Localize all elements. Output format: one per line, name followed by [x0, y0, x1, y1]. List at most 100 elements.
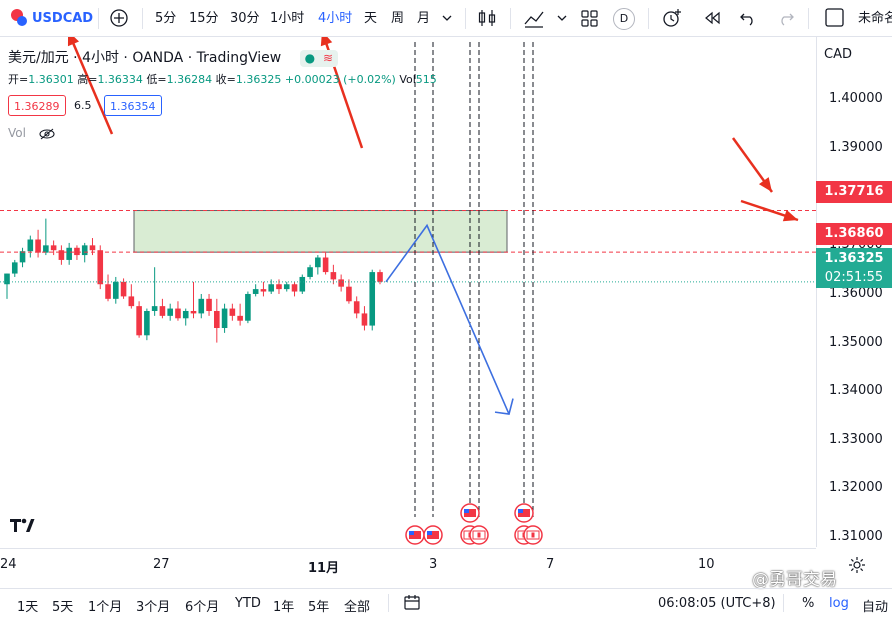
price-tick-label: 1.35000	[829, 334, 883, 350]
range-1m[interactable]: 1个月	[88, 600, 123, 615]
interval-4h[interactable]: 4小时	[318, 11, 353, 26]
replay-icon[interactable]	[702, 0, 722, 37]
candle-body	[291, 284, 298, 292]
ca-flag-leaf-icon	[477, 532, 481, 538]
symbol-button[interactable]: USDCAD	[32, 11, 94, 26]
candle-body	[252, 289, 259, 294]
range-all[interactable]: 全部	[344, 600, 371, 615]
us-flag-canton-icon	[409, 531, 414, 535]
line-price-label: 1.36860	[816, 223, 892, 245]
spread-value: 6.5	[72, 95, 94, 116]
interval-5m[interactable]: 5分	[155, 11, 177, 26]
candle-body	[315, 257, 321, 268]
interval-1h[interactable]: 1小时	[270, 11, 305, 26]
candle-body	[120, 281, 127, 297]
current-price: 1.36325	[824, 251, 884, 266]
watermark-text: @勇哥交易	[752, 570, 837, 590]
us-flag-canton-icon	[427, 531, 432, 535]
candle-body	[237, 315, 243, 321]
candle-body	[136, 306, 142, 336]
candle-body	[377, 272, 383, 282]
time-tick-label: 7	[546, 557, 555, 572]
percent-toggle[interactable]: %	[802, 596, 815, 611]
price-tick-label: 1.39000	[829, 140, 883, 156]
price-tick-label: 1.34000	[829, 383, 883, 399]
toolbar-divider	[648, 8, 649, 29]
settings-gear-icon[interactable]	[848, 556, 866, 578]
redo-icon[interactable]	[776, 0, 796, 37]
tradingview-logo[interactable]	[8, 514, 38, 536]
range-6m[interactable]: 6个月	[185, 600, 220, 615]
chevron-down-icon[interactable]	[441, 0, 453, 37]
bottom-range-bar: 1天 5天 1个月 3个月 6个月 YTD 1年 5年 全部 06:08:05 …	[0, 588, 892, 617]
price-chart[interactable]	[0, 37, 816, 548]
interval-15m[interactable]: 15分	[189, 11, 219, 26]
add-symbol-icon[interactable]	[109, 0, 129, 37]
interval-week[interactable]: 周	[391, 11, 405, 26]
d-badge[interactable]: D	[613, 8, 635, 30]
goto-date-icon[interactable]	[403, 594, 423, 616]
wave-icon: ≋	[322, 50, 334, 65]
log-toggle[interactable]: log	[829, 596, 849, 611]
eye-hidden-icon[interactable]	[38, 126, 56, 140]
current-price-label: 1.36325 02:51:55	[816, 248, 892, 288]
candle-body	[206, 298, 212, 311]
candle-body	[338, 279, 344, 287]
volume-indicator-row: Vol	[8, 126, 56, 140]
candle-body	[299, 276, 306, 292]
toolbar-divider	[142, 8, 143, 29]
layout-grid-icon[interactable]	[580, 0, 600, 37]
range-5d[interactable]: 5天	[52, 600, 74, 615]
annotation-arrow-head	[67, 37, 80, 47]
candle-body	[214, 310, 220, 329]
ca-flag-leaf-icon	[531, 532, 535, 538]
market-status-badge[interactable]: ● ≋	[299, 49, 339, 67]
sell-price-button[interactable]: 1.36289	[8, 95, 66, 116]
annotation-arrow-head	[758, 177, 772, 192]
time-tick-label: 11月	[308, 561, 340, 576]
layout-checkbox-icon[interactable]	[824, 0, 846, 37]
projection-arrowhead	[494, 398, 514, 415]
layout-name[interactable]: 未命名	[858, 11, 892, 26]
range-1y[interactable]: 1年	[273, 600, 295, 615]
range-3m[interactable]: 3个月	[136, 600, 171, 615]
supply-zone-rectangle	[133, 210, 508, 253]
candles-icon[interactable]	[477, 0, 497, 37]
auto-toggle[interactable]: 自动	[862, 600, 889, 615]
toolbar-divider	[465, 8, 466, 29]
interval-30m[interactable]: 30分	[230, 11, 260, 26]
candle-body	[221, 308, 228, 329]
clock-timezone[interactable]: 06:08:05 (UTC+8)	[658, 596, 776, 611]
interval-day[interactable]: 天	[364, 11, 378, 26]
us-flag-canton-icon	[464, 509, 469, 513]
range-5y[interactable]: 5年	[308, 600, 330, 615]
price-tick-label: 1.33000	[829, 431, 883, 447]
undo-icon[interactable]	[738, 0, 758, 37]
alert-clock-icon[interactable]	[660, 0, 684, 37]
candle-body	[112, 281, 119, 299]
buy-price-button[interactable]: 1.36354	[104, 95, 162, 116]
range-1d[interactable]: 1天	[17, 600, 39, 615]
indicators-icon[interactable]	[522, 0, 546, 37]
candle-body	[245, 293, 251, 321]
chevron-down-icon[interactable]	[556, 0, 568, 37]
candle-body	[151, 306, 158, 311]
time-axis[interactable]: 24 27 11月 3 7 10	[0, 548, 816, 581]
interval-month[interactable]: 月	[417, 11, 431, 26]
candle-body	[43, 245, 49, 253]
candle-body	[81, 245, 88, 256]
candle-body	[229, 308, 236, 316]
symbol-flag-icon	[8, 0, 28, 37]
price-tick-label: 1.31000	[829, 529, 883, 545]
price-axis[interactable]: 1.400001.390001.380001.370001.360001.350…	[816, 37, 892, 547]
change-value: +0.00023 (+0.02%)	[284, 73, 396, 86]
candle-body	[144, 310, 150, 336]
currency-label[interactable]: CAD	[824, 47, 852, 62]
candle-body	[353, 301, 360, 314]
candle-body	[346, 286, 352, 302]
vol-value: 515	[415, 73, 437, 86]
candle-body	[190, 310, 197, 314]
candle-body	[361, 313, 368, 326]
range-ytd[interactable]: YTD	[235, 596, 261, 611]
candle-body	[89, 245, 96, 251]
